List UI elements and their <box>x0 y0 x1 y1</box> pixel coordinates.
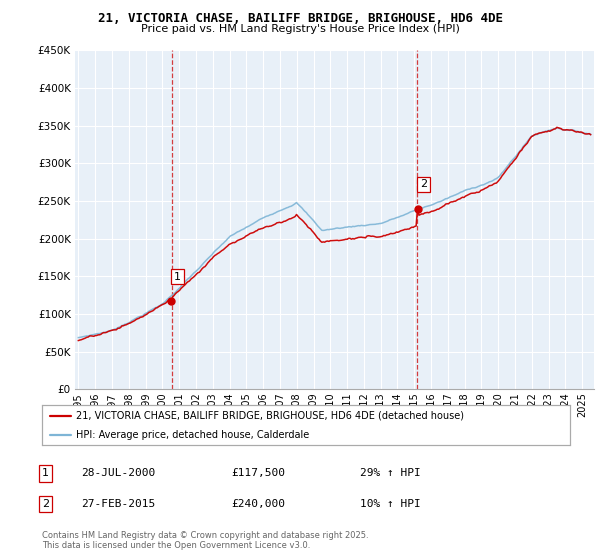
Text: £117,500: £117,500 <box>231 468 285 478</box>
Text: 10% ↑ HPI: 10% ↑ HPI <box>360 499 421 509</box>
Text: 1: 1 <box>174 272 181 282</box>
Text: 2: 2 <box>42 499 49 509</box>
Text: £240,000: £240,000 <box>231 499 285 509</box>
Text: 21, VICTORIA CHASE, BAILIFF BRIDGE, BRIGHOUSE, HD6 4DE (detached house): 21, VICTORIA CHASE, BAILIFF BRIDGE, BRIG… <box>76 411 464 421</box>
Text: Contains HM Land Registry data © Crown copyright and database right 2025.
This d: Contains HM Land Registry data © Crown c… <box>42 530 368 550</box>
Text: 29% ↑ HPI: 29% ↑ HPI <box>360 468 421 478</box>
Text: 1: 1 <box>42 468 49 478</box>
Text: 2: 2 <box>420 179 427 189</box>
Text: Price paid vs. HM Land Registry's House Price Index (HPI): Price paid vs. HM Land Registry's House … <box>140 24 460 34</box>
Text: 28-JUL-2000: 28-JUL-2000 <box>81 468 155 478</box>
Text: HPI: Average price, detached house, Calderdale: HPI: Average price, detached house, Cald… <box>76 430 310 440</box>
Text: 27-FEB-2015: 27-FEB-2015 <box>81 499 155 509</box>
Text: 21, VICTORIA CHASE, BAILIFF BRIDGE, BRIGHOUSE, HD6 4DE: 21, VICTORIA CHASE, BAILIFF BRIDGE, BRIG… <box>97 12 503 25</box>
